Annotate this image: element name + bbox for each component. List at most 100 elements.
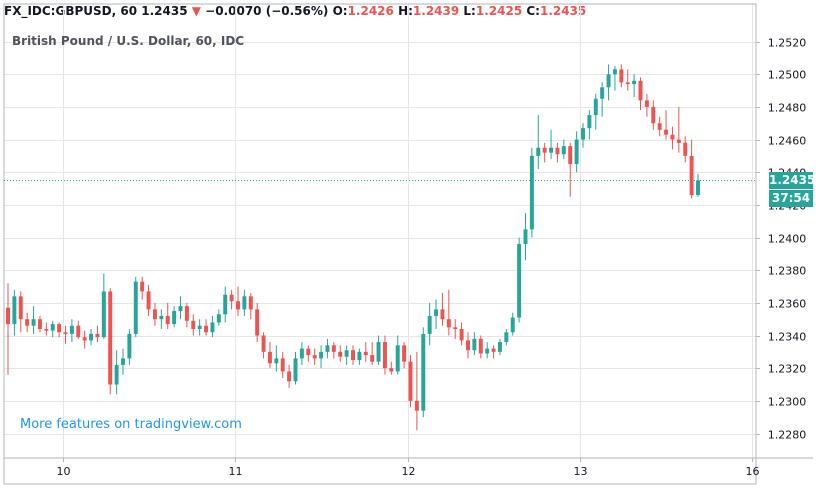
candle-body — [478, 338, 483, 354]
candle-body — [69, 325, 74, 334]
chart-title: British Pound / U.S. Dollar, 60, IDC — [12, 34, 245, 48]
open-label: O: — [332, 4, 348, 18]
candle-body — [612, 69, 617, 75]
plot-frame — [3, 3, 757, 485]
candle-body — [491, 348, 496, 352]
candle-body — [625, 82, 630, 85]
candle-body — [536, 147, 541, 156]
candle-body — [587, 115, 592, 129]
candle-body — [542, 147, 547, 153]
candle-body — [204, 325, 209, 333]
candle-body — [549, 147, 554, 153]
candle-body — [267, 351, 272, 364]
candle-body — [210, 322, 215, 333]
candle-body — [453, 327, 458, 329]
candle-body — [683, 142, 688, 156]
candle-body — [306, 348, 311, 356]
symbol-header: FX_IDC:GBPUSD, 60 1.2435 ▼ −0.0070 (−0.5… — [4, 2, 586, 20]
down-arrow-icon: ▼ — [191, 4, 201, 18]
candle-body — [472, 338, 477, 351]
candle-body — [434, 309, 439, 316]
candle-body — [242, 296, 247, 310]
chart-axes: 1.2280 1.2300 1.2320 1.2340 1.2360 1.2380 1.24… — [3, 3, 813, 485]
candle-body — [18, 296, 23, 320]
candle-body — [427, 315, 432, 334]
candle-body — [6, 307, 10, 325]
candle-body — [127, 333, 132, 359]
open-value: 1.2426 — [347, 4, 394, 18]
candle-body — [376, 342, 381, 362]
candle-body — [370, 355, 375, 362]
candle-body — [325, 345, 330, 352]
candle-body — [638, 80, 643, 101]
tradingview-link[interactable]: More features on tradingview.com — [20, 417, 242, 432]
price-tick-label: 1.2360 — [768, 298, 807, 311]
price-tick-label: 1.2280 — [768, 429, 807, 442]
candle-body — [357, 351, 362, 361]
candle-body — [223, 294, 228, 315]
candle-body — [574, 139, 579, 165]
candle-body — [172, 311, 177, 325]
candle-body — [657, 123, 662, 130]
high-value: 1.2439 — [412, 4, 460, 18]
candle-body — [312, 355, 317, 359]
candle-body — [293, 358, 298, 382]
countdown-tag: 37:54 — [769, 189, 813, 207]
candle-body — [351, 350, 355, 361]
price-tick-label: 1.2400 — [768, 233, 807, 246]
candle-body — [670, 134, 675, 140]
candle-body — [146, 291, 151, 310]
candle-body — [644, 100, 649, 107]
low-label: L: — [463, 4, 476, 18]
candle-body — [261, 335, 266, 352]
candle-body — [216, 314, 221, 323]
candle-body — [459, 328, 464, 341]
price-tick-label: 1.2500 — [768, 69, 807, 82]
candle-body — [408, 361, 413, 401]
candle-body — [331, 345, 336, 352]
candle-body — [101, 291, 106, 338]
candle-body — [89, 333, 94, 341]
candle-body — [606, 74, 611, 88]
candle-body — [593, 98, 598, 116]
price-tick-label: 1.2340 — [768, 331, 807, 344]
price-tick-label: 1.2520 — [768, 37, 807, 50]
candle-body — [581, 128, 585, 140]
candle-body — [95, 333, 100, 338]
candle-body — [44, 328, 49, 331]
candle-body — [517, 244, 522, 318]
candle-body — [255, 309, 260, 336]
candle-body — [121, 358, 125, 365]
candle-body — [140, 281, 145, 292]
candle-body — [523, 229, 528, 245]
candle-body — [178, 306, 183, 312]
candle-body — [363, 351, 368, 356]
time-tick-label: 10 — [57, 465, 71, 478]
candle-body — [696, 180, 700, 196]
candle-body — [229, 294, 234, 302]
candle-body — [191, 320, 196, 329]
candle-body — [50, 324, 55, 331]
candle-body — [63, 332, 68, 334]
candle-body — [414, 400, 419, 411]
candle-body — [689, 155, 694, 196]
candle-body — [497, 342, 502, 352]
candle-body — [133, 281, 138, 334]
candle-body — [389, 368, 394, 372]
candle-body — [82, 337, 87, 341]
close-value: 1.2435 — [539, 4, 587, 18]
candle-body — [108, 291, 113, 385]
price-tick-label: 1.2320 — [768, 363, 807, 376]
candle-body — [159, 315, 164, 320]
candle-body — [338, 351, 343, 357]
candle-body — [555, 147, 560, 155]
candle-body — [446, 319, 451, 328]
candle-body — [440, 309, 445, 320]
candle-body — [466, 340, 470, 351]
candle-body — [529, 155, 534, 230]
candle-body — [600, 87, 605, 99]
high-label: H: — [398, 4, 413, 18]
candle-body — [76, 325, 81, 338]
candle-body — [197, 325, 202, 329]
